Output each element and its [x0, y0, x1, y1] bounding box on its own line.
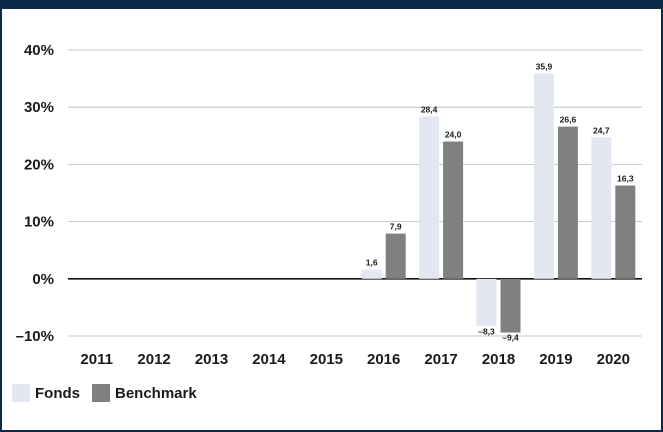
bar-fonds [419, 116, 440, 279]
legend: Fonds Benchmark [12, 384, 209, 402]
y-tick-label: 30% [24, 99, 54, 116]
y-tick-label: –10% [16, 328, 54, 345]
x-tick-label: 2019 [539, 351, 572, 368]
legend-swatch-benchmark [92, 384, 110, 402]
legend-label-benchmark: Benchmark [115, 384, 197, 402]
data-label: 35,9 [536, 61, 553, 71]
data-label: –9,4 [502, 333, 519, 343]
y-tick-label: 10% [24, 214, 54, 231]
top-border-bar [0, 0, 663, 9]
bar-benchmark [557, 126, 578, 279]
legend-label-fonds: Fonds [35, 384, 80, 402]
x-tick-label: 2018 [482, 351, 515, 368]
x-tick-label: 2016 [367, 351, 400, 368]
x-tick-label: 2013 [195, 351, 228, 368]
legend-swatch-fonds [12, 384, 30, 402]
data-label: 1,6 [366, 258, 378, 268]
gridlines [68, 49, 642, 337]
bar-fonds [591, 137, 612, 279]
x-tick-label: 2012 [137, 351, 170, 368]
legend-item-benchmark: Benchmark [92, 384, 197, 402]
data-label: –8,3 [478, 326, 495, 336]
x-tick-label: 2014 [252, 351, 286, 368]
x-tick-label: 2015 [310, 351, 343, 368]
x-tick-label: 2011 [80, 351, 113, 368]
y-tick-label: 40% [24, 42, 54, 59]
bar-benchmark [443, 141, 464, 279]
legend-item-fonds: Fonds [12, 384, 80, 402]
y-tick-label: 0% [32, 271, 54, 288]
bar-benchmark [500, 278, 521, 333]
data-label: 28,4 [421, 104, 438, 114]
data-labels: 1,6 7,9 28,4 24,0 –8,3 –9,4 35,9 26,6 24,7 16,3 [366, 61, 634, 342]
bar-fonds [533, 73, 554, 279]
y-tick-label: 20% [24, 156, 54, 173]
data-label: 7,9 [390, 222, 402, 232]
bar-benchmark [615, 185, 636, 279]
data-label: 26,6 [560, 115, 577, 125]
bar-benchmark [385, 233, 406, 279]
x-axis-ticks: 2011 2012 2013 2014 2015 2016 2017 2018 2019 2020 [80, 351, 630, 368]
data-label: 24,0 [445, 130, 462, 140]
x-tick-label: 2020 [597, 351, 630, 368]
bar-fonds [476, 278, 497, 327]
y-axis-ticks: 40% 30% 20% 10% 0% –10% [16, 42, 54, 345]
bars [361, 73, 636, 333]
bar-chart: 40% 30% 20% 10% 0% –10% 1,6 7,9 28,4 24,0 –8,3 –9,… [16, 42, 642, 368]
data-label: 24,7 [593, 126, 610, 136]
x-tick-label: 2017 [424, 351, 457, 368]
data-label: 16,3 [617, 174, 634, 184]
bar-fonds [361, 269, 382, 279]
